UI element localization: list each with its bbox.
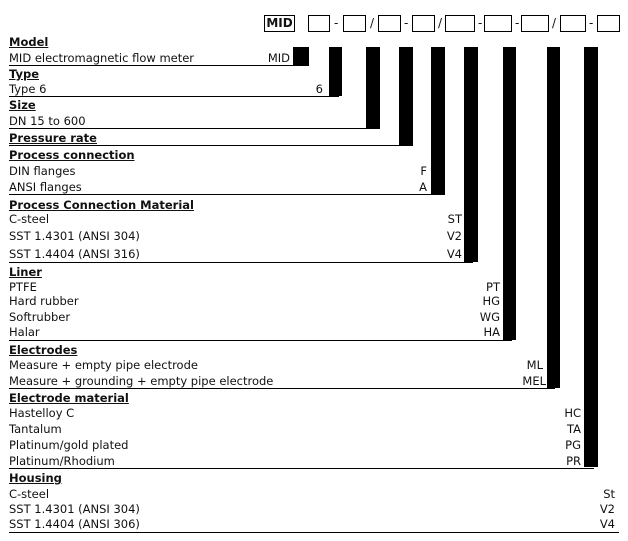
row-label: SST 1.4301 (ANSI 304) (9, 502, 140, 516)
selector-bar-type (329, 47, 342, 96)
row-code: F (420, 164, 427, 178)
section-divider (9, 388, 555, 389)
section-divider (9, 532, 619, 533)
selector-bar-model (293, 47, 309, 66)
section-heading-electrode-material: Electrode material (9, 391, 129, 405)
selector-bar-material (464, 47, 478, 262)
row-label: C-steel (9, 212, 50, 226)
row-code: MEL (522, 374, 546, 388)
code-box-material (445, 15, 475, 32)
row-label: Halar (9, 325, 40, 339)
section-heading-size: Size (9, 98, 36, 112)
section-divider (9, 128, 374, 129)
code-separator: - (404, 16, 409, 30)
row-label: MID electromagnetic flow meter (9, 51, 195, 65)
row-label: Hastelloy C (9, 406, 75, 420)
selector-bar-size (366, 47, 380, 129)
row-code: 6 (315, 82, 323, 96)
section-heading-process-connection: Process connection (9, 148, 135, 162)
row-label: Type 6 (9, 82, 47, 96)
row-code: HA (483, 325, 500, 339)
selector-bar-electrode-material (584, 47, 598, 467)
row-label: ANSI flanges (9, 180, 82, 194)
row-label: C-steel (9, 487, 50, 501)
row-label: Measure + empty pipe electrode (9, 358, 198, 372)
section-divider (9, 145, 407, 146)
selector-bar-electrodes (547, 47, 560, 388)
selector-bar-pressure (399, 47, 413, 146)
section-heading-electrodes: Electrodes (9, 343, 78, 357)
row-label: Measure + grounding + empty pipe electro… (9, 374, 274, 388)
selector-bar-connection (431, 47, 445, 195)
row-code: HC (564, 406, 581, 420)
code-separator: - (334, 16, 339, 30)
row-label: SST 1.4301 (ANSI 304) (9, 229, 140, 243)
row-code: WG (479, 310, 500, 324)
section-divider (9, 262, 473, 263)
row-code: ST (447, 212, 462, 226)
code-separator: - (589, 16, 594, 30)
section-heading-model: Model (9, 35, 49, 49)
section-heading-liner: Liner (9, 265, 42, 279)
section-divider (9, 194, 439, 195)
row-code: HG (482, 294, 500, 308)
row-label: SST 1.4404 (ANSI 316) (9, 247, 140, 261)
code-box-type (308, 15, 330, 32)
code-box-connection (412, 15, 435, 32)
code-separator: - (478, 16, 483, 30)
row-code: MID (267, 51, 290, 65)
section-divider (9, 468, 594, 469)
code-separator: / (438, 16, 443, 30)
row-code: PT (486, 280, 500, 294)
section-heading-housing: Housing (9, 471, 62, 485)
code-box-electrode-material (560, 15, 586, 32)
row-label: Platinum/Rhodium (9, 454, 115, 468)
section-divider (9, 96, 339, 97)
row-label: PTFE (9, 280, 37, 294)
row-code: V4 (599, 517, 615, 531)
code-box-pressure (378, 15, 401, 32)
code-box-housing (597, 15, 620, 32)
row-code: TA (567, 422, 581, 436)
row-code: V2 (599, 502, 615, 516)
code-separator: - (515, 16, 520, 30)
section-divider (9, 340, 512, 341)
row-label: Platinum/gold plated (9, 438, 129, 452)
row-label: Tantalum (9, 422, 62, 436)
section-heading-pressure: Pressure rate (9, 131, 97, 145)
row-label: DN 15 to 600 (9, 114, 86, 128)
code-separator: / (370, 16, 375, 30)
row-code: ML (526, 358, 543, 372)
section-heading-connection-material: Process Connection Material (9, 198, 194, 212)
code-box-size (343, 15, 366, 32)
row-code: PG (565, 438, 581, 452)
row-code: V2 (446, 229, 462, 243)
code-separator: / (552, 16, 557, 30)
section-divider (9, 65, 303, 66)
selector-bar-liner (503, 47, 516, 340)
row-label: DIN flanges (9, 164, 76, 178)
section-heading-type: Type (9, 67, 40, 81)
row-code: V4 (446, 247, 462, 261)
row-label: Softrubber (9, 310, 71, 324)
row-label: Hard rubber (9, 294, 79, 308)
code-box-electrodes (521, 15, 549, 32)
row-code: St (603, 487, 615, 501)
row-code: A (419, 180, 427, 194)
code-box-liner (484, 15, 512, 32)
row-label: SST 1.4404 (ANSI 306) (9, 517, 140, 531)
row-code: PR (566, 454, 581, 468)
code-prefix-box: MID (264, 15, 295, 32)
